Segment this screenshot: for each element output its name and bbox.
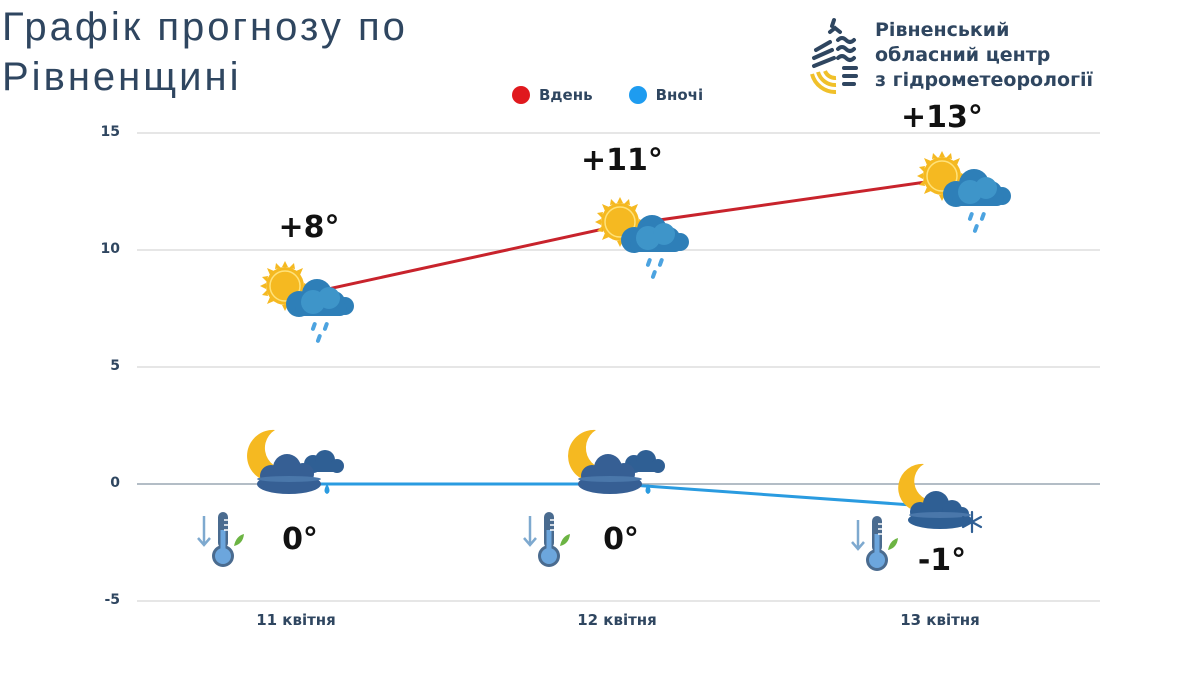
legend-day-marker — [512, 86, 530, 104]
night-value-label: -1° — [917, 543, 967, 578]
legend-night-marker — [628, 86, 647, 104]
organization-name: Рівненський обласний центр з гідрометеор… — [875, 18, 1093, 93]
day-value-label: +11° — [581, 143, 663, 178]
sun-cloud-rain-icon — [916, 150, 1012, 235]
org-name-line-2: обласний центр — [875, 44, 1051, 66]
frost-thermometer-icon — [196, 510, 246, 569]
y-tick-10: 10 — [100, 241, 120, 257]
org-name-line-1: Рівненський — [875, 19, 1010, 41]
y-tick-minus-5: -5 — [104, 592, 120, 608]
night-value-label: 0° — [282, 522, 318, 557]
sun-cloud-rain-icon — [259, 260, 355, 345]
legend-day-label: Вдень — [539, 86, 593, 104]
title-line-2: Рівненщині — [2, 55, 242, 99]
water-drop-logo-icon — [810, 18, 858, 94]
y-tick-0: 0 — [110, 475, 120, 491]
y-tick-15: 15 — [100, 124, 120, 140]
x-tick-day-3: 13 квітня — [900, 611, 980, 629]
night-value-label: 0° — [603, 522, 639, 557]
legend-item-day: Вдень — [512, 86, 593, 104]
day-value-label: +8° — [278, 210, 340, 245]
org-name-line-3: з гідрометеорології — [875, 69, 1094, 91]
legend-item-night: Вночі — [628, 86, 704, 104]
title-line-1: Графік прогнозу по — [2, 5, 408, 49]
x-tick-day-2: 12 квітня — [577, 611, 657, 629]
sun-cloud-rain-icon — [594, 196, 690, 281]
organization-logo: Рівненський обласний центр з гідрометеор… — [808, 16, 1168, 96]
y-tick-5: 5 — [110, 358, 120, 374]
chart-legend: Вдень Вночі — [512, 86, 739, 104]
x-tick-day-1: 11 квітня — [256, 611, 336, 629]
legend-night-label: Вночі — [655, 86, 704, 104]
day-value-label: +13° — [901, 100, 983, 135]
moon-cloud-snow-icon — [897, 462, 983, 534]
page-title: Графік прогнозу по Рівненщині — [2, 2, 408, 102]
